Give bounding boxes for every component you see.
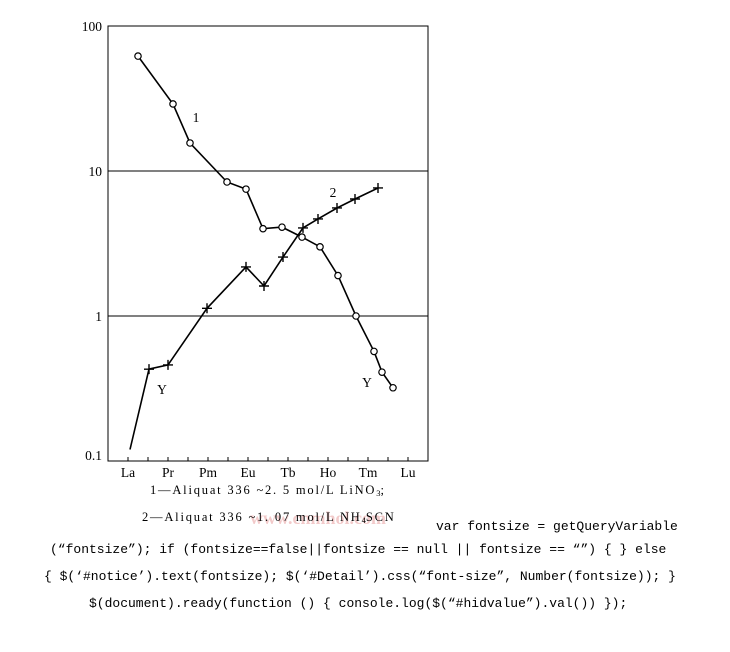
code-line-4: $(document).ready(function () { console.…: [89, 596, 628, 611]
series-1-marker: [134, 52, 142, 60]
code-line-2: (“fontsize”); if (fontsize==false||fonts…: [50, 542, 667, 557]
x-tick-label: Pr: [162, 465, 175, 480]
chart: La Pr Pm Eu Tb Ho Tm Lu 100 10 1 0.1 Y 1 Y 2: [82, 19, 429, 480]
y-tick-label: 1: [95, 309, 102, 324]
series-2-marker: [298, 222, 308, 233]
point-label: Y: [362, 375, 372, 390]
series-1-marker: [242, 185, 250, 193]
watermark-url: www.cnmhol.com: [250, 508, 386, 528]
series-1-marker: [334, 271, 342, 280]
code-line-3: { $(‘#notice’).text(fontsize); $(‘#Detai…: [44, 569, 676, 584]
y-tick-label: 10: [89, 164, 103, 179]
series-2-marker: [163, 359, 173, 370]
series-2-marker: [313, 213, 323, 224]
y-tick-label: 0.1: [85, 448, 102, 463]
series-1-marker: [316, 243, 324, 251]
legend-item-2: 2—Aliquat 336 ~1. 07 mol/L NH4SCN: [142, 510, 396, 525]
series-label: 1: [193, 110, 200, 125]
series-1-marker: [389, 383, 397, 392]
legend-text: 2—Aliquat 336 ~1. 07 mol/L NH: [142, 510, 362, 524]
legend-text-after: SCN: [365, 510, 396, 524]
series-2-marker: [241, 261, 251, 272]
series-2-marker: [350, 194, 360, 205]
point-label: Y: [157, 382, 167, 397]
series-1-marker: [352, 312, 360, 320]
series-2-line: [129, 187, 379, 450]
series-2-marker: [202, 303, 212, 314]
plot-frame: [107, 25, 429, 462]
series-1-marker: [298, 233, 306, 241]
x-tick-label: Eu: [241, 465, 256, 480]
series-2-marker: [144, 364, 154, 375]
series-label: 2: [330, 185, 337, 200]
series-1-marker: [278, 223, 286, 231]
legend-text: 1—Aliquat 336 ~2. 5 mol/L LiNO: [150, 483, 377, 497]
y-tick-label: 100: [82, 19, 103, 34]
legend-subscript: 3: [376, 488, 381, 498]
series-2-marker: [278, 252, 288, 263]
series-1-marker: [223, 178, 231, 186]
series-1-marker: [378, 368, 386, 376]
x-tick-label: Lu: [401, 465, 416, 480]
legend-subscript: 4: [361, 515, 366, 525]
series-1-marker: [370, 347, 378, 356]
x-tick-label: La: [121, 465, 135, 480]
legend-item-1: 1—Aliquat 336 ~2. 5 mol/L LiNO3;: [150, 483, 386, 498]
x-tick-label: Tb: [281, 465, 296, 480]
x-tick-label: Pm: [199, 465, 218, 480]
series-1-marker: [259, 224, 267, 233]
legend-text-after: ;: [380, 483, 386, 497]
series-2-marker: [373, 182, 383, 193]
series-2-marker: [259, 281, 269, 292]
series-1-marker: [186, 139, 194, 147]
x-tick-label: Ho: [320, 465, 337, 480]
code-line-1: var fontsize = getQueryVariable: [436, 519, 678, 534]
x-tick-label: Tm: [359, 465, 378, 480]
series-1-line: [137, 55, 394, 389]
series-2-marker: [332, 202, 342, 213]
series-1-marker: [169, 100, 177, 108]
